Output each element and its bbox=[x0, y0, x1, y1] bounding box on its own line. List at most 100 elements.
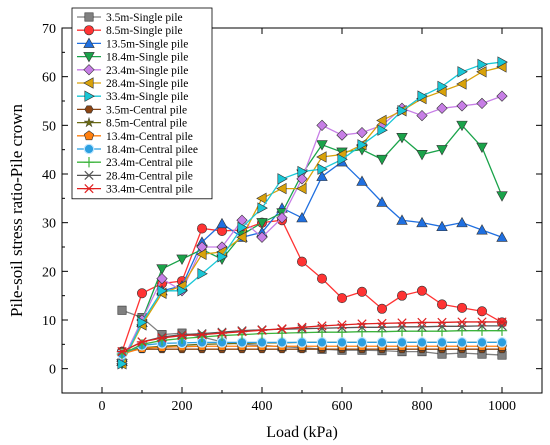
data-point bbox=[396, 290, 407, 301]
legend-marker bbox=[83, 77, 94, 89]
data-point bbox=[356, 326, 368, 337]
legend-item: 18.4m-Central pilee bbox=[77, 143, 198, 156]
x-tick-label: 0 bbox=[99, 399, 106, 414]
data-point bbox=[476, 97, 488, 110]
data-point bbox=[336, 337, 348, 348]
data-point bbox=[376, 196, 388, 207]
data-point bbox=[436, 317, 448, 328]
data-point bbox=[257, 202, 268, 214]
data-point bbox=[356, 286, 367, 297]
y-tick-label: 0 bbox=[49, 363, 56, 378]
data-point bbox=[256, 231, 268, 243]
data-point bbox=[377, 124, 388, 136]
data-point bbox=[437, 80, 448, 93]
series-14 bbox=[116, 317, 508, 357]
data-point bbox=[237, 326, 247, 336]
data-point bbox=[316, 337, 328, 348]
data-point bbox=[416, 337, 428, 348]
data-point bbox=[236, 327, 248, 337]
data-point bbox=[356, 319, 368, 329]
legend-marker bbox=[84, 105, 94, 114]
data-point bbox=[296, 337, 308, 348]
data-point bbox=[337, 153, 348, 166]
data-point bbox=[456, 317, 468, 327]
legend-box bbox=[71, 7, 213, 200]
x-tick-label: 1000 bbox=[488, 399, 516, 414]
legend-marker bbox=[83, 143, 95, 155]
legend-item: 28.4m-Single pile bbox=[77, 77, 188, 90]
data-point bbox=[137, 316, 148, 329]
data-point bbox=[336, 320, 348, 330]
data-point bbox=[116, 347, 128, 357]
data-point bbox=[416, 285, 427, 296]
legend-marker bbox=[83, 183, 95, 194]
data-point bbox=[216, 328, 228, 338]
data-point bbox=[376, 337, 388, 348]
legend-marker bbox=[83, 157, 95, 168]
x-tick-label: 800 bbox=[412, 399, 433, 414]
legend-item: 23.4m-Central pile bbox=[77, 157, 193, 169]
data-point bbox=[276, 212, 288, 224]
legend-label: 3.5m-Central pile bbox=[106, 104, 187, 116]
legend-label: 13.4m-Central pile bbox=[106, 131, 193, 143]
data-point bbox=[256, 325, 268, 335]
data-point bbox=[316, 321, 328, 331]
legend-item: 28.4m-Central pile bbox=[77, 170, 193, 182]
data-point bbox=[256, 218, 268, 229]
data-point bbox=[117, 305, 127, 315]
data-point bbox=[316, 273, 327, 284]
x-tick-label: 200 bbox=[172, 399, 193, 414]
data-point bbox=[396, 337, 408, 348]
data-point bbox=[476, 325, 488, 336]
data-point bbox=[297, 324, 307, 334]
data-point bbox=[336, 326, 348, 338]
legend-item: 13.5m-Single pile bbox=[77, 37, 188, 50]
data-point bbox=[476, 66, 487, 78]
data-point bbox=[156, 333, 168, 343]
data-point bbox=[136, 339, 148, 350]
data-point bbox=[436, 145, 448, 156]
legend-marker bbox=[84, 25, 95, 36]
legend-label: 28.4m-Single pile bbox=[106, 78, 188, 90]
x-axis-label: Load (kPa) bbox=[266, 424, 338, 441]
data-point bbox=[256, 337, 268, 348]
data-point bbox=[436, 325, 448, 337]
data-point bbox=[296, 256, 307, 267]
legend-label: 18.4m-Central pilee bbox=[106, 144, 198, 156]
data-point bbox=[176, 330, 188, 341]
data-point bbox=[496, 337, 508, 348]
legend-marker bbox=[83, 52, 95, 63]
data-point bbox=[376, 114, 387, 127]
data-point bbox=[416, 317, 428, 328]
data-point bbox=[156, 273, 168, 285]
y-tick-label: 40 bbox=[42, 168, 56, 183]
y-tick-label: 10 bbox=[42, 314, 56, 329]
data-point bbox=[157, 285, 168, 297]
data-point bbox=[276, 337, 288, 348]
series-4 bbox=[116, 120, 508, 370]
data-point bbox=[456, 120, 468, 132]
data-point bbox=[396, 133, 408, 144]
data-point bbox=[136, 337, 148, 347]
data-point bbox=[496, 317, 508, 327]
y-tick-label: 30 bbox=[42, 217, 56, 232]
data-point bbox=[176, 254, 188, 265]
data-point bbox=[156, 264, 168, 275]
legend-item: 8.5m-Central pile bbox=[77, 116, 187, 130]
legend-label: 33.4m-Single pile bbox=[106, 91, 188, 103]
y-tick-label: 60 bbox=[42, 71, 56, 86]
legend-item: 33.4m-Central pile bbox=[77, 184, 193, 196]
data-point bbox=[177, 285, 188, 297]
data-point bbox=[476, 317, 488, 327]
data-point bbox=[456, 325, 468, 336]
data-point bbox=[216, 217, 228, 229]
data-point bbox=[457, 321, 467, 331]
data-point bbox=[356, 175, 368, 186]
data-point bbox=[316, 151, 327, 163]
data-point bbox=[396, 325, 408, 337]
data-point bbox=[297, 165, 308, 178]
legend-label: 8.5m-Central pile bbox=[106, 118, 187, 130]
data-point bbox=[416, 109, 428, 122]
data-point bbox=[336, 293, 347, 304]
